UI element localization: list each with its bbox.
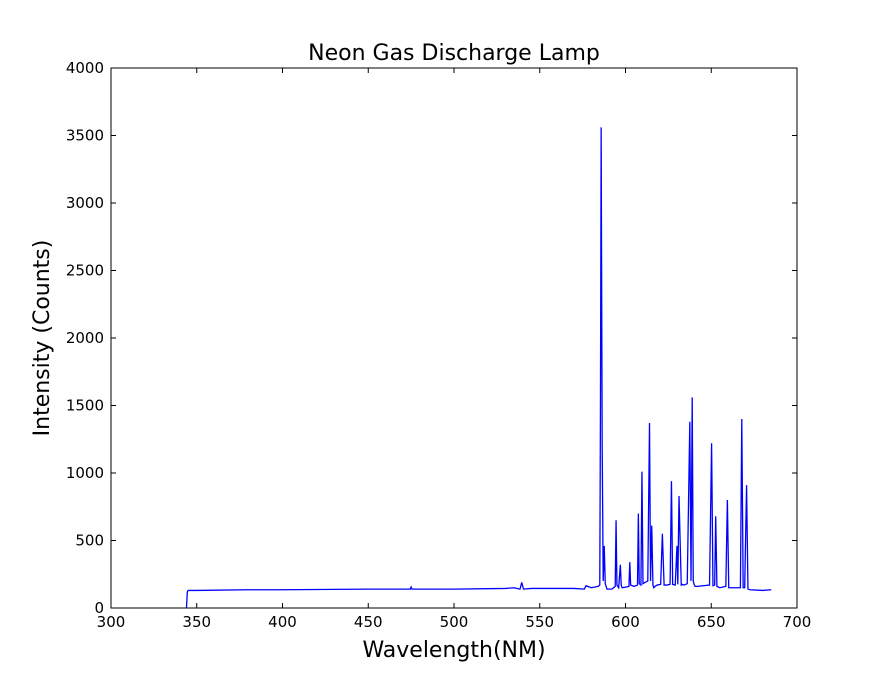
x-tick-label: 700 bbox=[783, 613, 812, 631]
x-tick-label: 600 bbox=[611, 613, 640, 631]
y-tick-label: 2500 bbox=[66, 262, 104, 280]
y-tick-label: 3000 bbox=[66, 194, 104, 212]
x-axis: 300 350 400 450 500 550 600 650 700 bbox=[97, 68, 812, 631]
y-tick-label: 500 bbox=[75, 532, 104, 550]
y-axis: 0 500 1000 1500 2000 2500 3000 3500 4000 bbox=[66, 59, 797, 617]
x-tick-label: 550 bbox=[525, 613, 554, 631]
series-line bbox=[185, 127, 772, 608]
y-tick-label: 3500 bbox=[66, 127, 104, 145]
x-tick-label: 300 bbox=[97, 613, 126, 631]
y-axis-label: Intensity (Counts) bbox=[30, 240, 55, 437]
y-tick-label: 0 bbox=[94, 599, 104, 617]
y-tick-label: 1500 bbox=[66, 397, 104, 415]
chart-title: Neon Gas Discharge Lamp bbox=[308, 41, 600, 66]
x-tick-label: 650 bbox=[697, 613, 726, 631]
x-tick-label: 400 bbox=[268, 613, 297, 631]
x-axis-label: Wavelength(NM) bbox=[362, 638, 545, 663]
x-tick-label: 450 bbox=[354, 613, 383, 631]
y-tick-label: 1000 bbox=[66, 464, 104, 482]
x-tick-label: 500 bbox=[440, 613, 469, 631]
y-tick-label: 4000 bbox=[66, 59, 104, 77]
x-tick-label: 350 bbox=[182, 613, 211, 631]
y-tick-label: 2000 bbox=[66, 329, 104, 347]
